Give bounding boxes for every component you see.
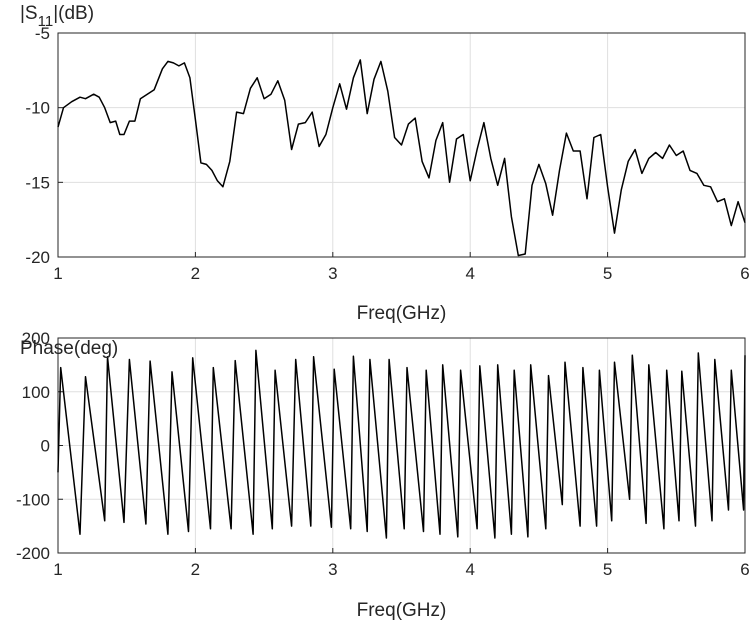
phase-x-tick-label: 5 (603, 560, 612, 579)
phase-x-axis-label: Freq(GHz) (357, 600, 447, 621)
s11-y-tick-label: -5 (35, 24, 50, 43)
phase-y-axis-label: Phase(deg) (20, 338, 118, 359)
phase-y-tick-label: 100 (22, 383, 50, 402)
s11-x-tick-label: 2 (191, 264, 200, 283)
s11-x-axis-label: Freq(GHz) (357, 303, 447, 324)
phase-x-tick-label: 1 (53, 560, 62, 579)
phase-x-tick-label: 4 (465, 560, 474, 579)
phase-y-tick-label: 0 (41, 437, 50, 456)
s11-y-axis-label: |S11|(dB) (20, 3, 94, 30)
phase-x-tick-label: 2 (191, 560, 200, 579)
s11-x-tick-label: 4 (465, 264, 474, 283)
s11-y-tick-label: -15 (25, 173, 50, 192)
s11-x-tick-label: 5 (603, 264, 612, 283)
phase-x-tick-label: 3 (328, 560, 337, 579)
s11-y-tick-label: -10 (25, 99, 50, 118)
s11-trace (57, 59, 746, 257)
phase-x-tick-label: 6 (740, 560, 749, 579)
s11-y-tick-label: -20 (25, 248, 50, 267)
phase-y-tick-label: -100 (16, 490, 50, 509)
phase-plot: 1 2 3 4 5 6 -200 -100 0 100 200 Phase(deg) Freq(GH… (16, 329, 750, 621)
phase-y-tick-label: -200 (16, 544, 50, 563)
s11-magnitude-plot: 1 2 3 4 5 6 -20 -15 -10 -5 |S11|(dB) Freq(GHz) (20, 3, 750, 324)
phase-trace (57, 349, 746, 539)
s11-x-tick-label: 1 (53, 264, 62, 283)
s11-x-tick-label: 3 (328, 264, 337, 283)
s11-plot-frame (57, 32, 746, 258)
phase-y-tick-label: 200 (22, 329, 50, 348)
s11-x-tick-label: 6 (740, 264, 749, 283)
